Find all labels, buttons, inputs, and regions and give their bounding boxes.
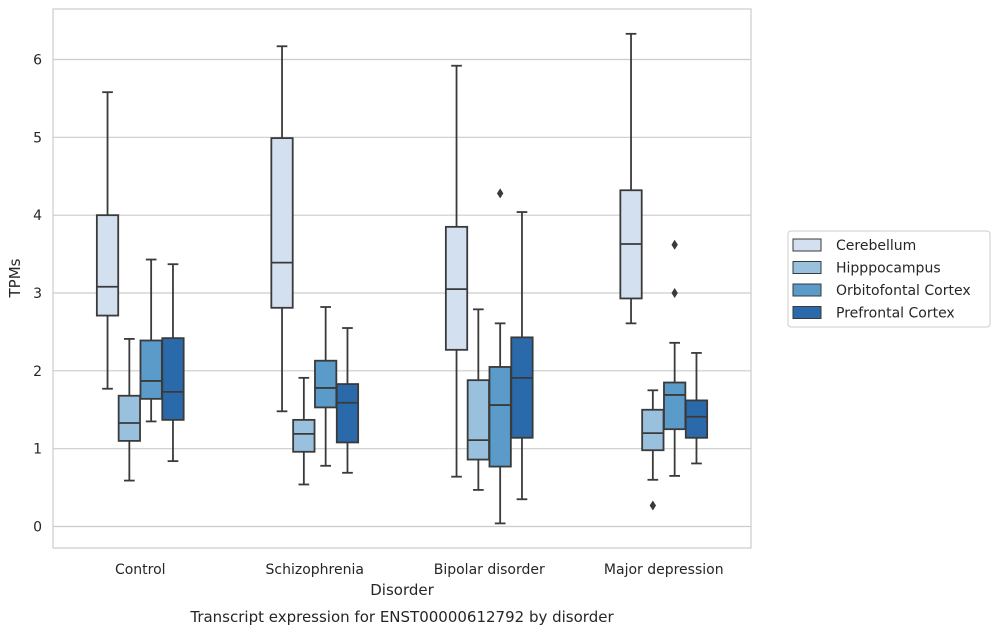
legend-swatch bbox=[792, 283, 822, 297]
box-iqr bbox=[139, 339, 163, 400]
box bbox=[663, 239, 687, 477]
x-tick-label: Control bbox=[115, 562, 166, 578]
x-tick-labels: Control Schizophrenia Bipolar disorder Majo… bbox=[115, 562, 724, 578]
box-iqr bbox=[314, 359, 338, 409]
plot-area bbox=[53, 9, 751, 548]
box bbox=[510, 211, 534, 501]
box-iqr bbox=[292, 418, 316, 453]
y-tick-labels: 0 1 2 3 4 5 6 bbox=[33, 53, 42, 536]
x-axis-label: Disorder bbox=[370, 581, 434, 599]
outlier-point bbox=[496, 188, 504, 199]
y-tick-label: 4 bbox=[33, 208, 42, 224]
box-iqr bbox=[488, 366, 512, 468]
series-orbitofontal-cortex bbox=[139, 188, 687, 525]
box bbox=[95, 91, 120, 390]
outlier-point bbox=[671, 288, 678, 298]
box bbox=[117, 338, 141, 482]
legend-item: Hipppocampus bbox=[792, 261, 941, 277]
y-tick-label: 0 bbox=[33, 520, 42, 536]
series-prefrontal-cortex bbox=[161, 211, 709, 501]
box-series bbox=[95, 32, 709, 525]
legend-label: Prefrontal Cortex bbox=[836, 306, 955, 322]
y-axis-label: TPMs bbox=[6, 258, 24, 298]
box bbox=[292, 376, 316, 486]
box bbox=[335, 327, 360, 474]
box-iqr bbox=[117, 394, 141, 442]
box-iqr bbox=[466, 379, 490, 461]
legend-swatch bbox=[792, 261, 822, 274]
box-iqr bbox=[510, 336, 534, 439]
box-iqr bbox=[270, 137, 294, 309]
y-tick-label: 1 bbox=[33, 442, 42, 458]
box bbox=[270, 45, 294, 413]
x-tick-label: Major depression bbox=[604, 562, 724, 578]
box-iqr bbox=[161, 337, 185, 421]
legend-item: Orbitofontal Cortex bbox=[792, 283, 971, 299]
plot-frame bbox=[52, 8, 752, 549]
box-iqr bbox=[95, 214, 120, 317]
box-iqr bbox=[684, 399, 709, 439]
box-iqr bbox=[641, 408, 665, 452]
box bbox=[444, 64, 469, 478]
box bbox=[619, 32, 643, 325]
chart-title: Transcript expression for ENST0000061279… bbox=[189, 608, 614, 626]
legend-item: Prefrontal Cortex bbox=[792, 306, 955, 322]
y-tick-label: 5 bbox=[33, 130, 42, 146]
y-tick-label: 6 bbox=[33, 53, 42, 69]
x-tick-label: Schizophrenia bbox=[266, 562, 364, 578]
legend: Cerebellum Hipppocampus Orbitofontal Corte… bbox=[787, 230, 991, 328]
legend-frame bbox=[787, 230, 991, 328]
box bbox=[684, 352, 709, 465]
outlier-point bbox=[649, 500, 657, 511]
x-tick-label: Bipolar disorder bbox=[434, 562, 545, 578]
legend-label: Cerebellum bbox=[836, 238, 916, 254]
y-tick-label: 3 bbox=[33, 286, 42, 302]
box-iqr bbox=[335, 383, 360, 444]
legend-label: Hipppocampus bbox=[836, 261, 941, 277]
series-cerebellum bbox=[95, 32, 643, 478]
legend-swatch bbox=[792, 238, 822, 252]
box bbox=[641, 389, 665, 511]
legend-swatch bbox=[792, 306, 822, 319]
y-tick-label: 2 bbox=[33, 364, 42, 380]
outlier-point bbox=[671, 239, 678, 250]
legend-label: Orbitofontal Cortex bbox=[836, 283, 971, 299]
legend-item: Cerebellum bbox=[792, 238, 916, 254]
box bbox=[161, 263, 185, 463]
box-iqr bbox=[663, 381, 687, 431]
